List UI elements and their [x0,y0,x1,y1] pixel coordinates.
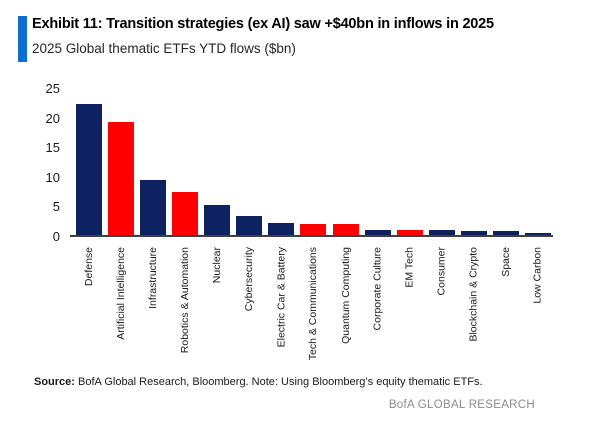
x-label-tech-communications: Tech & Communications [307,247,320,361]
bar-electric-car-battery [268,222,295,235]
x-label-robotics-automation: Robotics & Automation [179,247,192,354]
x-label-slot-blockchain-crypto: Blockchain & Crypto [461,247,487,365]
x-label-slot-defense: Defense [76,247,102,365]
bar-em-tech [396,230,423,235]
y-axis: 25 20 15 10 5 0 [28,82,60,244]
x-label-slot-electric-car-battery: Electric Car & Battery [268,247,294,365]
bar-nuclear [204,205,231,235]
x-label-slot-cybersecurity: Cybersecurity [236,247,262,365]
x-label-slot-robotics-automation: Robotics & Automation [172,247,198,365]
x-label-slot-quantum-computing: Quantum Computing [333,247,359,365]
bar-artificial-intelligence [108,121,135,235]
y-tick-5: 5 [52,199,60,215]
bofa-global-research-brand: BofA GLOBAL RESEARCH [388,399,535,411]
bar-blockchain-crypto [460,230,487,235]
x-label-slot-infrastructure: Infrastructure [140,247,166,365]
bar-robotics-automation [172,192,199,235]
source-label: Source: [34,376,75,388]
y-tick-10: 10 [45,169,60,185]
y-tick-15: 15 [45,140,60,156]
x-axis-labels: Defense Artificial Intelligence Infrastruc… [70,247,553,365]
bar-low-carbon [524,233,551,235]
x-label-consumer: Consumer [435,247,448,296]
x-label-defense: Defense [83,247,95,287]
bar-cybersecurity [236,215,263,235]
x-label-slot-low-carbon: Low Carbon [525,247,551,365]
y-tick-20: 20 [45,110,60,126]
bar-corporate-culture [364,230,391,235]
x-label-slot-corporate-culture: Corporate Culture [365,247,391,365]
x-label-slot-artificial-intelligence: Artificial Intelligence [108,247,134,365]
x-label-slot-em-tech: EM Tech [397,247,423,365]
bar-defense [76,103,102,235]
bar-infrastructure [140,179,167,235]
exhibit-title: Exhibit 11: Transition strategies (ex AI… [32,16,494,32]
x-label-infrastructure: Infrastructure [147,247,160,309]
y-tick-25: 25 [45,81,60,96]
x-label-cybersecurity: Cybersecurity [243,247,256,312]
x-label-em-tech: EM Tech [403,247,416,288]
source-text: BofA Global Research, Bloomberg. Note: U… [74,376,483,388]
chart-subtitle: 2025 Global thematic ETFs YTD flows ($bn… [32,41,296,56]
x-label-nuclear: Nuclear [211,247,224,284]
x-label-slot-tech-communications: Tech & Communications [300,247,326,365]
bar-tech-communications [300,223,327,235]
x-label-low-carbon: Low Carbon [531,247,544,304]
x-label-electric-car-battery: Electric Car & Battery [275,247,288,348]
x-label-space: Space [499,247,512,277]
x-label-slot-space: Space [493,247,519,365]
x-label-artificial-intelligence: Artificial Intelligence [115,247,128,340]
y-tick-0: 0 [52,228,60,244]
bar-quantum-computing [332,224,359,235]
bar-plot-area [70,88,553,237]
bar-space [492,231,519,235]
x-label-quantum-computing: Quantum Computing [339,247,352,344]
x-label-slot-consumer: Consumer [429,247,455,365]
bar-consumer [428,230,455,235]
x-label-corporate-culture: Corporate Culture [371,247,384,331]
title-accent-bar [18,16,27,62]
x-label-blockchain-crypto: Blockchain & Crypto [467,247,480,342]
x-label-slot-nuclear: Nuclear [204,247,230,365]
source-note: Source: BofA Global Research, Bloomberg.… [34,375,594,390]
